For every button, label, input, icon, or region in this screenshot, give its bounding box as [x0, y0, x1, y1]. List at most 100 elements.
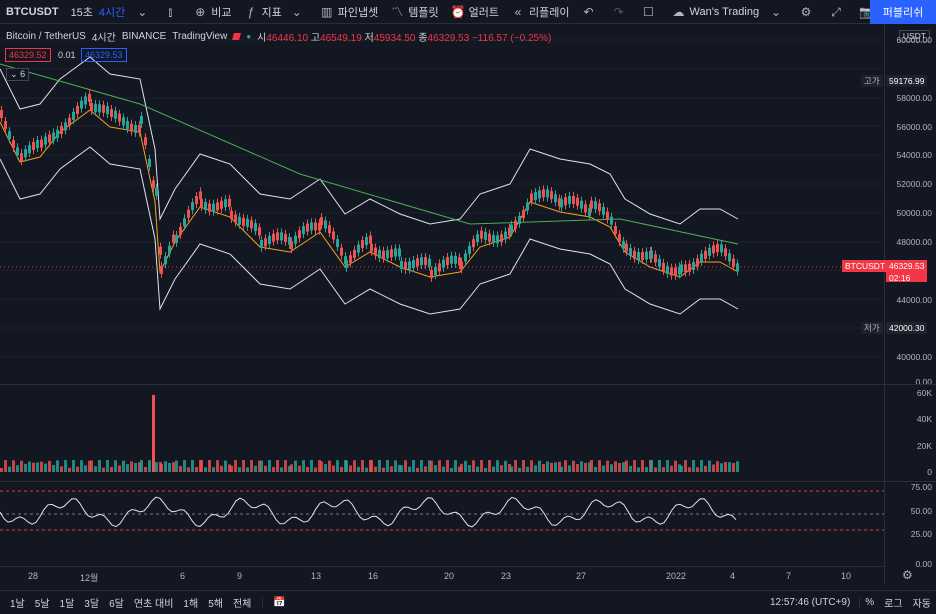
volume-bar	[508, 463, 511, 472]
candle-body	[52, 132, 55, 141]
alerts-button[interactable]: ⏰ 얼러트	[445, 0, 505, 24]
candle-body	[349, 255, 352, 264]
candle-body	[302, 226, 305, 235]
last-price-value: 46329.53	[889, 261, 925, 271]
chart-legend: Bitcoin / TetherUS 4시간 BINANCE TradingVi…	[6, 29, 551, 44]
range-1y-button[interactable]: 1해	[183, 599, 199, 610]
pane-separator[interactable]	[0, 481, 936, 482]
redo-button[interactable]: ↷	[606, 0, 636, 24]
chart-type-button[interactable]: ⫾	[157, 0, 187, 24]
fullscreen-toggle-button[interactable]: ☐	[636, 0, 666, 24]
volume-bar	[302, 460, 305, 472]
volume-bar	[712, 464, 715, 472]
log-toggle[interactable]: 로그	[884, 599, 903, 610]
volume-bar	[622, 462, 625, 472]
volume-bar	[88, 460, 91, 472]
candle-body	[542, 189, 545, 198]
candle-body	[260, 239, 263, 248]
percent-toggle[interactable]: %	[859, 597, 879, 608]
goto-date-button[interactable]: 📅	[262, 597, 295, 608]
buy-price-box[interactable]: 46329.53	[81, 48, 127, 62]
volume-tick: 0	[927, 467, 932, 477]
candle-body	[230, 210, 233, 219]
auto-scale-toggle[interactable]: 자동	[912, 599, 931, 610]
candle-body	[518, 215, 521, 224]
volume-bar	[514, 460, 517, 472]
volume-bar	[48, 460, 51, 472]
volume-bar	[400, 465, 403, 472]
candle-body	[576, 197, 579, 206]
candle-body	[510, 224, 513, 233]
range-5d-button[interactable]: 5날	[34, 599, 50, 610]
volume-bar	[408, 466, 411, 472]
pane-separator[interactable]	[0, 384, 936, 385]
top-toolbar: BTCUSDT 15초 4시간 ⌄ ⫾ ⊕ 비교 ƒ 지표 ⌄ ▥ 파인냅셋 〽 템플릿 …	[0, 0, 936, 24]
candle-body	[72, 111, 75, 120]
time-tick: 9	[237, 571, 243, 581]
settings-button[interactable]: ⚙	[793, 0, 823, 24]
symbol-search-button[interactable]: BTCUSDT	[6, 5, 59, 18]
volume-bar	[140, 460, 143, 472]
sell-price-box[interactable]: 46329.52	[5, 48, 51, 62]
replay-button[interactable]: « 리플레이	[505, 0, 575, 24]
interval-15s-button[interactable]: 15초	[70, 6, 93, 19]
range-6m-button[interactable]: 6달	[109, 599, 124, 610]
candle-body	[284, 233, 287, 242]
candle-body	[88, 93, 91, 102]
candle-body	[633, 250, 636, 259]
candle-body	[588, 207, 591, 216]
candle-body	[159, 246, 162, 255]
volume-bar	[480, 460, 483, 472]
candle-body	[650, 250, 653, 259]
indicators-collapse-toggle[interactable]: ⌄ 6	[6, 68, 30, 81]
time-axis[interactable]: 28 12월 6 9 13 16 20 23 27 2022 4 7 10	[0, 566, 884, 584]
volume-bar	[641, 460, 644, 472]
pinescript-button[interactable]: ▥ 파인냅셋	[314, 0, 384, 24]
compare-button[interactable]: ⊕ 비교	[187, 0, 237, 24]
indicators-button[interactable]: ƒ 지표 ⌄	[238, 0, 314, 24]
layout-name-button[interactable]: ☁ Wan's Trading ⌄	[666, 0, 794, 24]
axis-settings-button[interactable]: ⚙	[902, 568, 913, 582]
range-1d-button[interactable]: 1날	[10, 599, 25, 610]
symbol-description[interactable]: Bitcoin / TetherUS	[6, 31, 86, 42]
candle-body	[480, 230, 483, 239]
volume-bar	[728, 462, 731, 472]
bar-countdown: 02:16	[889, 273, 911, 283]
volume-bar	[629, 466, 632, 472]
volume-bar	[394, 460, 397, 472]
volume-bar	[454, 460, 457, 472]
candle-body	[4, 120, 7, 129]
expand-button[interactable]: ⤢	[823, 0, 853, 24]
candle-body	[130, 123, 133, 132]
candle-body	[464, 253, 467, 262]
gear-icon: ⚙	[800, 4, 812, 19]
candle-body	[60, 125, 63, 134]
volume-bar	[114, 460, 117, 472]
volume-bar	[130, 461, 133, 472]
candle-body	[404, 261, 407, 270]
volume-bar	[442, 466, 445, 472]
currency-label[interactable]: USDT	[898, 30, 930, 42]
range-all-button[interactable]: 전체	[232, 599, 252, 610]
range-ytd-button[interactable]: 연초 대비	[133, 599, 174, 610]
sma-line	[0, 63, 739, 245]
price-axis[interactable]: USDT 60000.00 58000.00 56000.00 54000.00…	[884, 24, 936, 584]
range-3m-button[interactable]: 3달	[84, 599, 100, 610]
timezone-clock[interactable]: 12:57:46 (UTC+9)	[769, 597, 851, 608]
candle-body	[594, 201, 597, 210]
templates-button[interactable]: 〽 템플릿	[384, 0, 444, 24]
interval-dropdown-button[interactable]: ⌄	[131, 0, 157, 24]
volume-bar	[276, 460, 279, 472]
undo-button[interactable]: ↶	[576, 0, 606, 24]
chart-canvas[interactable]	[0, 24, 884, 566]
redo-icon: ↷	[613, 4, 624, 19]
candle-body	[386, 250, 389, 259]
range-5y-button[interactable]: 5해	[208, 599, 223, 610]
ema-line	[0, 109, 739, 278]
candle-body	[258, 227, 261, 236]
candle-body	[446, 257, 449, 266]
range-1m-button[interactable]: 1달	[59, 599, 75, 610]
candle-body	[568, 195, 571, 204]
publish-button[interactable]: 퍼블리쉬	[870, 0, 936, 24]
interval-4h-button[interactable]: 4시간	[98, 6, 126, 19]
